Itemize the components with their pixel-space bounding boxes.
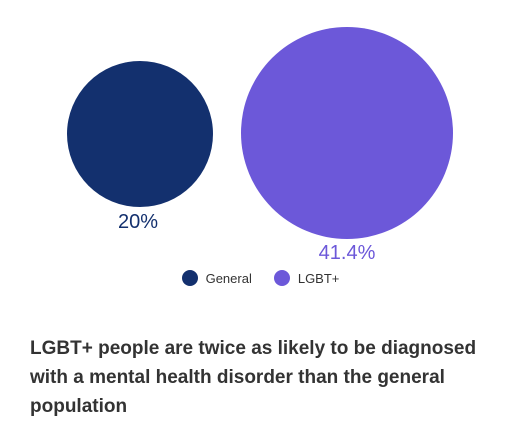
chart-caption: LGBT+ people are twice as likely to be d…: [30, 338, 477, 417]
legend-swatch-general: [181, 270, 198, 286]
legend-item-lgbt: LGBT+: [273, 270, 340, 286]
legend: General LGBT+: [0, 270, 521, 286]
bubble-general: [67, 61, 213, 207]
legend-label-lgbt: LGBT+: [297, 270, 340, 286]
data-label-lgbt: 41.4%: [319, 242, 376, 264]
bubble-chart: 20% 41.4%: [67, 27, 453, 264]
legend-swatch-lgbt: [273, 270, 290, 286]
bubble-lgbt: [241, 27, 453, 239]
legend-label-general: General: [205, 270, 252, 286]
data-label-general: 20%: [118, 211, 158, 233]
legend-item-general: General: [181, 270, 252, 286]
